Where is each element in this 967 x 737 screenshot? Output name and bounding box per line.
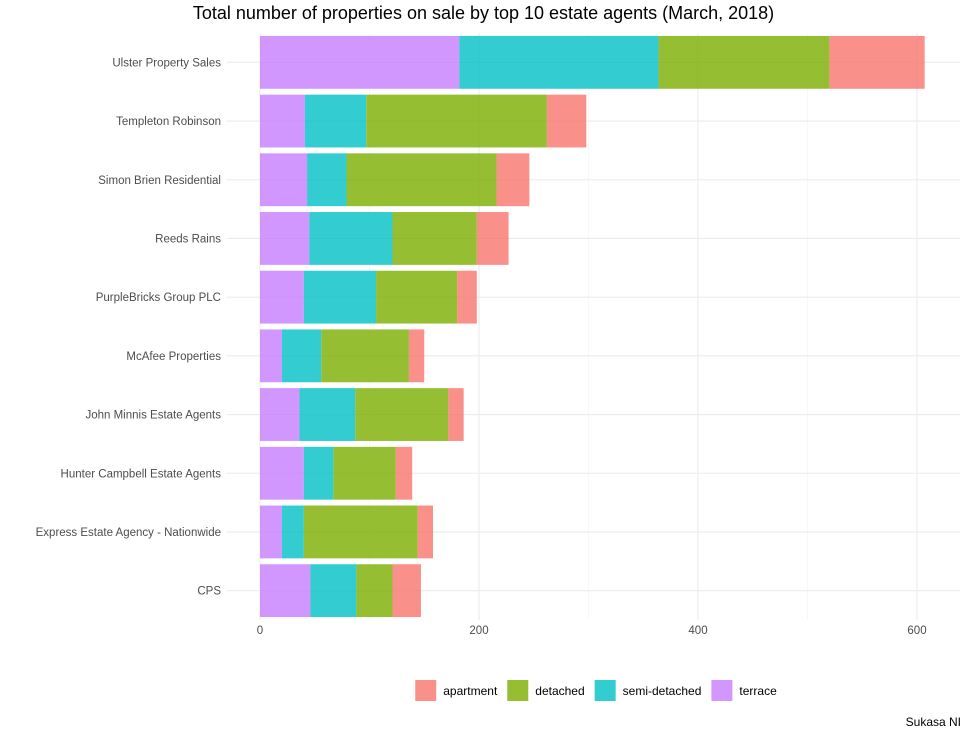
bar-terrace	[260, 446, 304, 500]
bar-detached	[333, 446, 396, 500]
bar-semi-detached	[303, 446, 334, 500]
y-tick-label: McAfee Properties	[126, 351, 221, 363]
bar-apartment	[546, 94, 587, 148]
y-tick-label: CPS	[197, 586, 221, 598]
bar-apartment	[476, 212, 509, 265]
bar-detached	[321, 329, 409, 383]
chart-caption: Sukasa NI	[905, 715, 961, 729]
bar-detached	[346, 153, 497, 207]
bar-apartment	[496, 153, 530, 207]
bar-semi-detached	[299, 388, 356, 441]
y-tick-label: Templeton Robinson	[116, 116, 221, 128]
bar-apartment	[417, 505, 434, 559]
bar-terrace	[260, 94, 305, 148]
bar-semi-detached	[281, 505, 304, 559]
bar-detached	[355, 388, 449, 441]
y-tick-label: Express Estate Agency - Nationwide	[36, 527, 221, 539]
legend-swatch-detached	[507, 680, 529, 701]
bar-detached	[392, 212, 477, 265]
bar-semi-detached	[281, 329, 322, 383]
bar-semi-detached	[307, 153, 347, 207]
bar-semi-detached	[303, 270, 377, 324]
legend-label-apartment: apartment	[443, 684, 498, 698]
bar-apartment	[408, 329, 425, 383]
y-tick-label: John Minnis Estate Agents	[85, 410, 221, 422]
bar-terrace	[260, 564, 311, 618]
y-tick-label: Hunter Campbell Estate Agents	[61, 468, 222, 480]
bar-apartment	[829, 35, 925, 89]
bar-detached	[658, 35, 830, 89]
legend-label-detached: detached	[535, 684, 584, 698]
bar-detached	[303, 505, 418, 559]
bar-apartment	[457, 270, 477, 324]
bar-apartment	[395, 446, 413, 500]
bar-detached	[366, 94, 547, 148]
bar-apartment	[448, 388, 464, 441]
bar-detached	[376, 270, 458, 324]
bar-terrace	[260, 505, 282, 559]
bar-terrace	[260, 212, 310, 265]
y-tick-label: PurpleBricks Group PLC	[96, 292, 221, 304]
x-tick-label: 400	[688, 625, 707, 637]
legend-label-semi-detached: semi-detached	[623, 684, 702, 698]
x-tick-label: 0	[257, 625, 263, 637]
bar-semi-detached	[304, 94, 367, 148]
legend-swatch-semi-detached	[594, 680, 616, 701]
y-tick-label: Reeds Rains	[155, 233, 221, 245]
x-tick-label: 600	[907, 625, 926, 637]
bar-terrace	[260, 388, 300, 441]
bar-terrace	[260, 270, 304, 324]
bar-terrace	[260, 35, 460, 89]
bar-semi-detached	[459, 35, 659, 89]
x-tick-label: 200	[469, 625, 488, 637]
y-tick-label: Simon Brien Residential	[98, 175, 221, 187]
bar-semi-detached	[309, 212, 393, 265]
bar-terrace	[260, 329, 282, 383]
bar-detached	[356, 564, 393, 618]
chart-title: Total number of properties on sale by to…	[192, 3, 775, 23]
legend-swatch-terrace	[711, 680, 733, 701]
legend-swatch-apartment	[415, 680, 437, 701]
y-tick-label: Ulster Property Sales	[112, 57, 221, 69]
legend-label-terrace: terrace	[739, 684, 777, 698]
bar-terrace	[260, 153, 308, 207]
bar-apartment	[392, 564, 421, 618]
bar-semi-detached	[310, 564, 357, 618]
